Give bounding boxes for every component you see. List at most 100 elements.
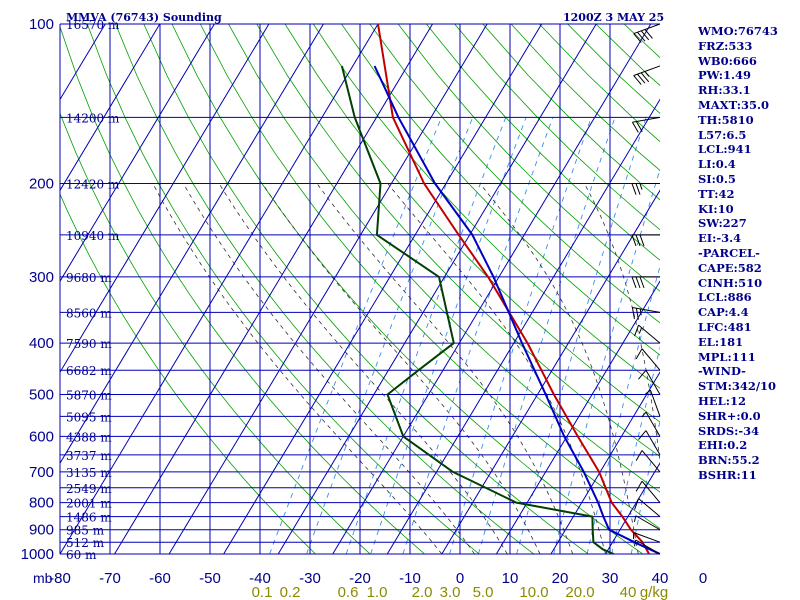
x-tick-label: -70 (99, 570, 121, 587)
mixing-ratio-label: 0.2 (280, 584, 301, 600)
sounding-index-line: EHI:0.2 (698, 438, 748, 453)
dry-adiabat-line (60, 193, 317, 554)
mixing-ratio-label: 5.0 (473, 584, 494, 600)
sounding-index-line: EL:181 (698, 334, 744, 349)
wind-barb-half-flag (641, 411, 647, 418)
height-label: 60 m (66, 548, 97, 562)
dry-adiabat-line (86, 24, 480, 554)
sounding-index-line: MAXT:35.0 (698, 97, 769, 112)
x-tick-label: -30 (299, 570, 321, 587)
sounding-index-line: BRN:55.2 (698, 453, 760, 468)
dry-adiabat-line (143, 24, 589, 554)
wind-barb-flag (631, 307, 635, 320)
wind-barb-flag (635, 183, 641, 195)
x-tick-label: 20 (552, 570, 569, 587)
wind-barb-half-flag (645, 389, 651, 395)
wind-barb-half-flag (633, 515, 637, 523)
wind-barb (638, 369, 661, 395)
sounding-time: 1200Z 3 MAY 25 (563, 11, 664, 24)
moist-adiabat-line (479, 183, 639, 554)
wind-barb (631, 183, 660, 195)
dry-adiabat-line (397, 24, 660, 292)
mixing-ratio-label: 10.0 (519, 584, 548, 600)
wind-barb-staff (633, 532, 661, 543)
x-tick-label: 40 (652, 570, 669, 587)
isotherm-line (60, 24, 161, 192)
height-label: 8560 m (66, 306, 112, 320)
sounding-index-line: CAPE:582 (698, 260, 762, 275)
mixing-ratio-line (553, 167, 660, 554)
mixing-ratio-label: 40 (620, 584, 637, 600)
height-label: 2001 m (66, 497, 112, 511)
moist-adiabat-line (583, 183, 660, 464)
station-title: MMVA (76743) Sounding (66, 11, 222, 24)
mixing-ratio-line (516, 117, 647, 554)
dry-adiabat-line (284, 24, 660, 423)
height-label: 5095 m (66, 410, 112, 424)
sounding-index-line: RH:33.1 (698, 83, 751, 98)
pressure-label: 100 (29, 16, 54, 33)
mixing-ratio-line (269, 117, 442, 554)
mixing-ratio-line (345, 117, 507, 554)
wind-barb (634, 324, 661, 344)
wind-barb-flag (631, 183, 637, 195)
wind-barb-staff (645, 430, 661, 456)
height-label: 985 m (66, 524, 105, 538)
pressure-label: 500 (29, 386, 54, 403)
parcel-profile-line (373, 65, 660, 554)
wind-barb (631, 307, 661, 320)
wind-barb-flag (637, 31, 646, 42)
dry-adiabat-line (60, 25, 426, 554)
mixing-ratio-line (402, 117, 554, 554)
wind-barb (645, 389, 661, 417)
sounding-index-line: LCL:941 (698, 142, 752, 157)
x-tick-label: -40 (249, 570, 271, 587)
mixing-ratio-label: 20.0 (565, 584, 594, 600)
wind-barb-staff (649, 389, 661, 417)
wind-barb-flag (635, 276, 641, 289)
pressure-label: 600 (29, 428, 54, 445)
wind-barb-staff (632, 307, 661, 313)
sounding-index-line: SRDS:-34 (698, 423, 760, 438)
height-label: 9680 m (66, 271, 112, 285)
wind-barb-flag (644, 29, 653, 39)
height-label: 12420 m (66, 178, 120, 192)
mixing-ratio-line (306, 117, 474, 554)
dry-adiabat-line (171, 24, 644, 554)
sounding-index-line: SHR+:0.0 (698, 408, 761, 423)
sounding-index-line: -PARCEL- (698, 245, 760, 260)
wind-barb-flag (635, 450, 643, 461)
height-label: 14200 m (66, 111, 120, 125)
x-tick-label: -60 (149, 570, 171, 587)
isotherm-line (605, 462, 660, 554)
pressure-label: 400 (29, 335, 54, 352)
sounding-index-line: LFC:481 (698, 319, 752, 334)
moist-adiabat-line (182, 183, 475, 554)
isotherm-line (60, 24, 215, 283)
sounding-index-line: TT:42 (698, 186, 735, 201)
wind-barb-flag (639, 234, 645, 247)
mixing-ratio-line (630, 419, 660, 554)
x-tick-label: -50 (199, 570, 221, 587)
wind-barb (634, 498, 661, 517)
sounding-index-line: KI:10 (698, 201, 734, 216)
wind-barb-flag (635, 348, 643, 360)
mixing-ratio-label: 2.0 (412, 584, 433, 600)
mixing-ratio-line (477, 117, 616, 554)
isotherm-line (550, 371, 660, 554)
wind-barb-flag (633, 33, 642, 43)
dry-adiabat-line (369, 24, 660, 324)
sounding-index-line: FRZ:533 (698, 38, 753, 53)
mixing-ratio-label: 1.0 (367, 584, 388, 600)
sounding-index-line: -WIND- (698, 364, 746, 379)
wind-barb-flag (631, 121, 639, 133)
isotherm-line (332, 24, 652, 554)
dry-adiabat-line (341, 24, 660, 356)
sounding-index-line: MPL:111 (698, 349, 756, 364)
wind-barb-half-flag (638, 327, 643, 334)
x-axis-unit-label: mb (33, 570, 53, 586)
wind-barb-flag (639, 276, 645, 289)
height-label: 3737 m (66, 449, 112, 463)
wind-barb-flag (640, 30, 650, 41)
mixing-ratio-line (370, 117, 527, 554)
